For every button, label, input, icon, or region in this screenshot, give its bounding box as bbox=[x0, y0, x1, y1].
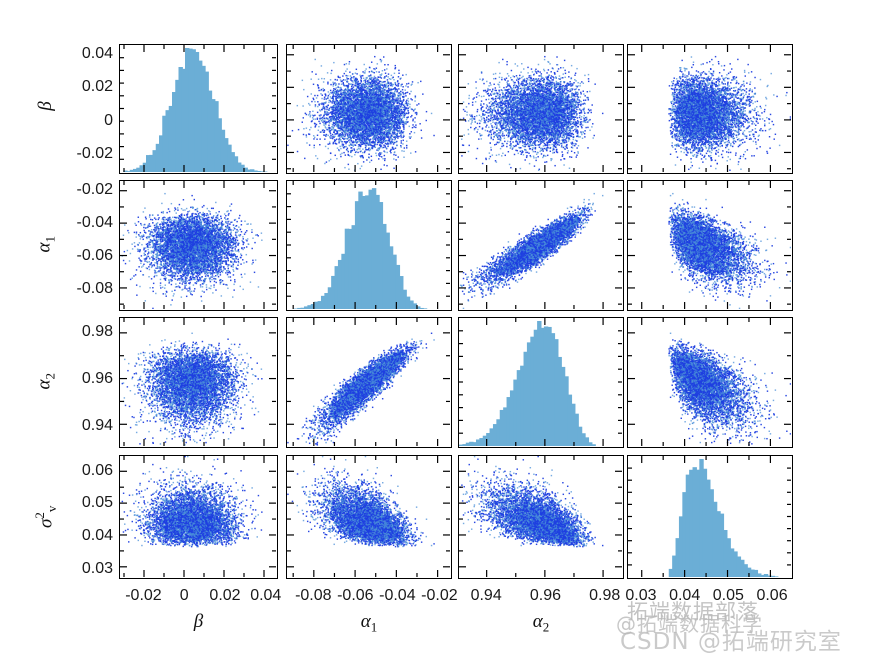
x-tick-label-sigma2v-2: 0.05 bbox=[712, 587, 744, 604]
y-tick-label-sigma2v-0: 0.03 bbox=[81, 559, 113, 577]
x-tick-label-sigma2v-0: 0.03 bbox=[625, 587, 657, 604]
y-axis-title-sigma2v: σ2v bbox=[32, 489, 60, 545]
y-axis-title-beta: β bbox=[35, 78, 57, 134]
histogram-panel-alpha2 bbox=[458, 317, 624, 448]
scatter-canvas bbox=[459, 181, 622, 309]
x-tick-label-alpha2-2: 0.98 bbox=[589, 587, 621, 604]
x-tick-label-beta-1: 0 bbox=[179, 587, 189, 604]
y-tick-label-sigma2v-2: 0.05 bbox=[81, 494, 113, 512]
x-tick-label-sigma2v-3: 0.06 bbox=[756, 587, 788, 604]
x-axis-title-sub-alpha1: 1 bbox=[370, 619, 378, 635]
y-axis-title-sub-sigma2v: v bbox=[43, 505, 59, 513]
histogram-canvas bbox=[459, 318, 622, 446]
histogram-panel-beta bbox=[119, 44, 278, 174]
scatter-panel-sigma2v-vs-beta bbox=[627, 44, 793, 174]
watermark-line-2: @拓端数据科学 bbox=[616, 612, 763, 636]
y-tick-label-sigma2v-3: 0.06 bbox=[81, 461, 113, 479]
x-axis-title-beta: β bbox=[177, 611, 221, 633]
y-tick-label-beta-2: 0.02 bbox=[81, 78, 113, 96]
scatter-canvas bbox=[628, 318, 791, 446]
x-tick-label-alpha1-0: -0.08 bbox=[295, 587, 332, 604]
y-tick-label-alpha2-1: 0.96 bbox=[81, 369, 113, 387]
histogram-canvas bbox=[287, 181, 450, 309]
x-tick-label-alpha1-1: -0.06 bbox=[337, 587, 374, 604]
x-tick-label-alpha2-0: 0.94 bbox=[470, 587, 502, 604]
scatter-canvas bbox=[628, 181, 791, 309]
x-axis-title-base-beta: β bbox=[193, 611, 204, 632]
y-tick-label-beta-0: -0.02 bbox=[76, 145, 113, 162]
y-tick-label-sigma2v-1: 0.04 bbox=[81, 526, 113, 544]
scatter-canvas bbox=[287, 318, 450, 446]
y-axis-title-alpha2: α2 bbox=[34, 353, 59, 409]
x-tick-label-alpha1-3: -0.02 bbox=[421, 587, 458, 604]
histogram-canvas bbox=[628, 456, 791, 577]
x-tick-label-alpha1-2: -0.04 bbox=[379, 587, 416, 604]
x-tick-label-alpha2-1: 0.96 bbox=[529, 587, 561, 604]
x-tick-label-beta-0: -0.02 bbox=[125, 587, 162, 604]
scatter-panel-sigma2v-vs-alpha2 bbox=[627, 317, 793, 448]
y-tick-label-alpha1-0: -0.08 bbox=[76, 280, 113, 298]
histogram-panel-alpha1 bbox=[286, 180, 452, 311]
x-axis-title-base-alpha2: α bbox=[532, 611, 543, 632]
scatter-canvas bbox=[628, 45, 791, 172]
scatter-panel-beta-vs-sigma2v bbox=[119, 455, 278, 579]
scatter-canvas bbox=[459, 45, 622, 172]
y-tick-label-beta-3: 0.04 bbox=[81, 45, 113, 62]
x-axis-title-sub-alpha2: 2 bbox=[542, 619, 550, 635]
scatter-panel-beta-vs-alpha2 bbox=[119, 317, 278, 448]
y-tick-label-alpha1-1: -0.06 bbox=[76, 247, 113, 265]
scatter-panel-alpha1-vs-sigma2v bbox=[286, 455, 452, 579]
watermark-line-3: CSDN @拓端研究室 bbox=[620, 629, 842, 655]
y-axis-title-sup-sigma2v: 2 bbox=[32, 512, 48, 519]
y-tick-label-alpha2-2: 0.98 bbox=[81, 323, 113, 341]
scatter-canvas bbox=[459, 456, 622, 577]
scatter-canvas bbox=[120, 456, 276, 577]
histogram-canvas bbox=[120, 45, 276, 172]
y-tick-label-beta-1: 0 bbox=[104, 111, 113, 129]
scatter-canvas bbox=[120, 318, 276, 446]
y-tick-label-alpha1-2: -0.04 bbox=[76, 214, 113, 232]
y-axis-title-base-alpha1: α bbox=[33, 242, 55, 253]
y-axis-title-base-sigma2v: σ bbox=[35, 518, 57, 529]
scatter-panel-alpha1-vs-beta bbox=[286, 44, 452, 174]
y-axis-title-alpha1: α1 bbox=[34, 216, 59, 272]
scatter-panel-alpha2-vs-sigma2v bbox=[458, 455, 624, 579]
scatter-panel-alpha2-vs-alpha1 bbox=[458, 180, 624, 311]
scatter-canvas bbox=[287, 456, 450, 577]
scatter-panel-alpha1-vs-alpha2 bbox=[286, 317, 452, 448]
y-axis-title-sub-alpha1: 1 bbox=[42, 235, 58, 243]
y-axis-title-base-alpha2: α bbox=[33, 379, 55, 390]
scatter-canvas bbox=[287, 45, 450, 172]
y-axis-title-base-beta: β bbox=[35, 101, 56, 111]
x-tick-label-beta-3: 0.04 bbox=[250, 587, 282, 604]
histogram-panel-sigma2v bbox=[627, 455, 793, 579]
scatter-panel-sigma2v-vs-alpha1 bbox=[627, 180, 793, 311]
y-axis-title-sub-alpha2: 2 bbox=[42, 372, 58, 380]
x-tick-label-sigma2v-1: 0.04 bbox=[669, 587, 701, 604]
y-tick-label-alpha1-3: -0.02 bbox=[76, 180, 113, 198]
scatter-panel-beta-vs-alpha1 bbox=[119, 180, 278, 311]
scatter-panel-alpha2-vs-beta bbox=[458, 44, 624, 174]
y-tick-label-alpha2-0: 0.94 bbox=[81, 416, 113, 434]
x-axis-title-alpha1: α1 bbox=[347, 611, 391, 636]
x-axis-title-base-alpha1: α bbox=[360, 611, 371, 632]
x-tick-label-beta-2: 0.02 bbox=[209, 587, 241, 604]
x-axis-title-alpha2: α2 bbox=[519, 611, 563, 636]
scatter-canvas bbox=[120, 181, 276, 309]
